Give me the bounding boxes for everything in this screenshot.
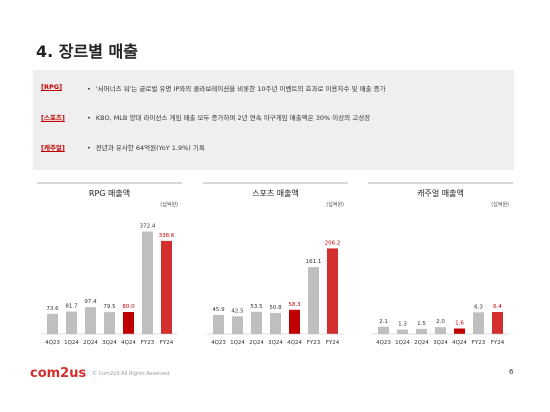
bar — [492, 312, 503, 334]
bar — [270, 312, 281, 334]
value-label: 53.5 — [250, 304, 263, 310]
value-label: 73.6 — [46, 306, 59, 312]
highlight-text: KBO, MLB 양대 라이선스 게임 매출 모두 증가하며 2년 연속 야구게… — [87, 112, 370, 122]
chart-title: 스포츠 매출액 — [252, 188, 299, 198]
logo: com2us — [30, 366, 87, 381]
value-label: 79.5 — [103, 304, 116, 310]
highlight-box: [RPG] '서머너즈 워'는 글로벌 유명 IP와의 콜라보레이션을 비롯한 1… — [33, 70, 514, 170]
value-label: 2.1 — [379, 319, 388, 325]
x-tick-label: FY23 — [307, 340, 321, 346]
x-tick-label: FY24 — [491, 340, 505, 346]
value-label: 2.0 — [436, 319, 445, 325]
value-label: 161.1 — [306, 259, 322, 265]
x-tick-label: 1Q24 — [230, 340, 245, 346]
unit-label: (십억원) — [160, 201, 178, 208]
x-tick-label: 2Q24 — [414, 340, 429, 346]
value-label: 1.6 — [455, 321, 464, 327]
bar — [473, 312, 484, 334]
bar — [142, 231, 153, 334]
bar — [416, 328, 427, 334]
value-label: 206.2 — [325, 240, 341, 246]
value-label: 42.5 — [231, 308, 244, 314]
bar — [435, 327, 446, 334]
x-tick-label: 4Q24 — [121, 340, 136, 346]
bar — [66, 311, 77, 334]
highlight-label: [스포츠] — [41, 114, 65, 122]
x-tick-label: FY24 — [160, 340, 174, 346]
bar — [397, 329, 408, 334]
bar — [47, 313, 58, 334]
bar — [85, 307, 96, 334]
value-label: 1.3 — [398, 322, 407, 328]
unit-label: (십억원) — [491, 201, 509, 208]
value-label: 6.3 — [474, 304, 483, 310]
value-label: 1.5 — [417, 321, 426, 327]
bar — [104, 312, 115, 334]
bar — [289, 309, 300, 334]
highlight-row: [RPG] '서머너즈 워'는 글로벌 유명 IP와의 콜라보레이션을 비롯한 1… — [41, 83, 386, 93]
value-label: 45.9 — [212, 307, 225, 313]
x-tick-label: FY23 — [472, 340, 486, 346]
bar — [213, 314, 224, 334]
value-label: 338.6 — [159, 233, 175, 239]
x-tick-label: 4Q23 — [45, 340, 60, 346]
x-tick-label: 4Q23 — [211, 340, 226, 346]
bar — [251, 311, 262, 334]
bar — [232, 316, 243, 334]
x-tick-label: 3Q24 — [268, 340, 283, 346]
x-tick-label: 2Q24 — [83, 340, 98, 346]
highlight-row: [스포츠] KBO, MLB 양대 라이선스 게임 매출 모두 증가하며 2년 연… — [41, 112, 370, 122]
highlight-row: [캐주얼] 전년과 유사한 64억원(YoY 1.9%) 기록 — [41, 142, 205, 152]
bar — [308, 267, 319, 334]
highlight-label: [캐주얼] — [41, 144, 65, 152]
highlight-text: 전년과 유사한 64억원(YoY 1.9%) 기록 — [87, 142, 205, 152]
value-label: 97.4 — [84, 299, 97, 305]
x-tick-label: FY23 — [141, 340, 155, 346]
x-tick-label: 4Q24 — [287, 340, 302, 346]
x-tick-label: 1Q24 — [395, 340, 410, 346]
x-tick-label: 2Q24 — [249, 340, 264, 346]
value-label: 81.7 — [65, 304, 78, 310]
highlight-label: [RPG] — [41, 83, 63, 91]
x-tick-label: 4Q23 — [376, 340, 391, 346]
page-number: 6 — [509, 368, 514, 376]
value-label: 372.4 — [140, 224, 156, 230]
value-label: 80.0 — [122, 304, 135, 310]
value-label: 50.8 — [269, 305, 282, 311]
slide-title: 4. 장르별 매출 — [36, 42, 138, 61]
unit-label: (십억원) — [326, 201, 344, 208]
x-tick-label: 4Q24 — [452, 340, 467, 346]
x-tick-label: 3Q24 — [102, 340, 117, 346]
highlight-text: '서머너즈 워'는 글로벌 유명 IP와의 콜라보레이션을 비롯한 10주년 이… — [87, 83, 386, 93]
x-tick-label: 3Q24 — [433, 340, 448, 346]
chart-title: RPG 매출액 — [89, 188, 130, 198]
bar — [327, 248, 338, 334]
bar — [454, 328, 465, 334]
x-tick-label: 1Q24 — [64, 340, 79, 346]
bar — [123, 312, 134, 334]
bar — [378, 326, 389, 334]
bar — [161, 240, 172, 334]
chart-title: 캐주얼 매출액 — [417, 188, 464, 198]
copyright: © Com2uS All Rights Reserved — [92, 371, 170, 377]
x-tick-label: FY24 — [326, 340, 340, 346]
value-label: 58.3 — [288, 302, 301, 308]
value-label: 6.4 — [493, 304, 502, 310]
